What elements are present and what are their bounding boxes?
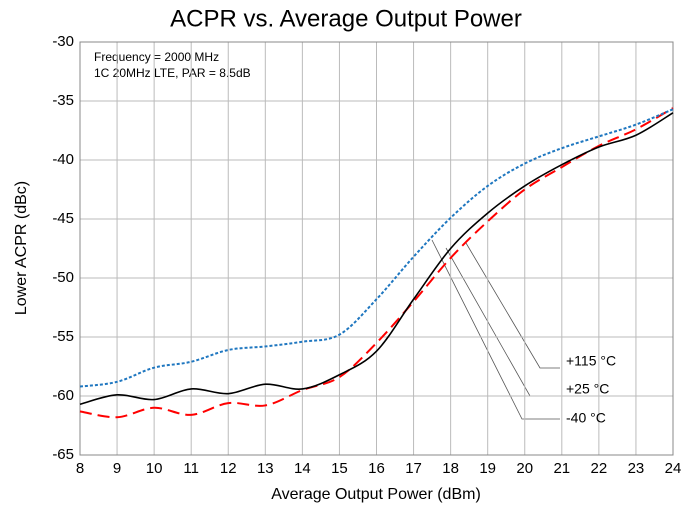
series-line <box>79 112 674 406</box>
x-tick-label: 9 <box>113 460 121 477</box>
leader-lines <box>431 239 560 420</box>
x-tick-label: 22 <box>591 460 608 477</box>
series-label: +115 °C <box>566 353 616 369</box>
leader-line <box>431 239 560 420</box>
x-tick-label: 20 <box>516 460 533 477</box>
x-tick-label: 14 <box>294 460 311 477</box>
series-label: +25 °C <box>566 381 609 397</box>
x-tick-label: 15 <box>331 460 348 477</box>
x-tick-label: 18 <box>442 460 459 477</box>
x-tick-label: 10 <box>146 460 163 477</box>
x-tick-label: 11 <box>183 460 199 477</box>
y-tick-label: -65 <box>52 446 74 463</box>
plot-frame <box>79 41 674 456</box>
x-tick-label: 23 <box>628 460 645 477</box>
y-tick-label: -60 <box>52 387 74 404</box>
series-line <box>79 108 674 388</box>
leader-line <box>445 247 560 397</box>
annotation: 1C 20MHz LTE, PAR = 8.5dB <box>94 66 251 80</box>
x-tick-label: 16 <box>368 460 385 477</box>
annotation: Frequency = 2000 MHz <box>94 50 219 64</box>
x-tick-label: 17 <box>405 460 422 477</box>
x-tick-label: 19 <box>479 460 496 477</box>
chart-title: ACPR vs. Average Output Power <box>170 5 522 32</box>
y-tick-label: -55 <box>52 328 74 345</box>
series-label: -40 °C <box>566 410 606 426</box>
y-axis-label: Lower ACPR (dBc) <box>13 181 30 315</box>
y-tick-label: -30 <box>52 33 74 50</box>
y-tick-label: -45 <box>52 210 74 227</box>
y-tick-label: -35 <box>52 92 74 109</box>
leader-line <box>465 242 560 369</box>
x-tick-label: 12 <box>220 460 237 477</box>
x-axis-label: Average Output Power (dBm) <box>271 486 481 503</box>
x-tick-label: 13 <box>257 460 274 477</box>
x-tick-label: 21 <box>553 460 570 477</box>
x-tick-label: 24 <box>665 460 682 477</box>
y-tick-label: -50 <box>52 269 74 286</box>
y-tick-label: -40 <box>52 151 74 168</box>
x-tick-label: 8 <box>76 460 84 477</box>
